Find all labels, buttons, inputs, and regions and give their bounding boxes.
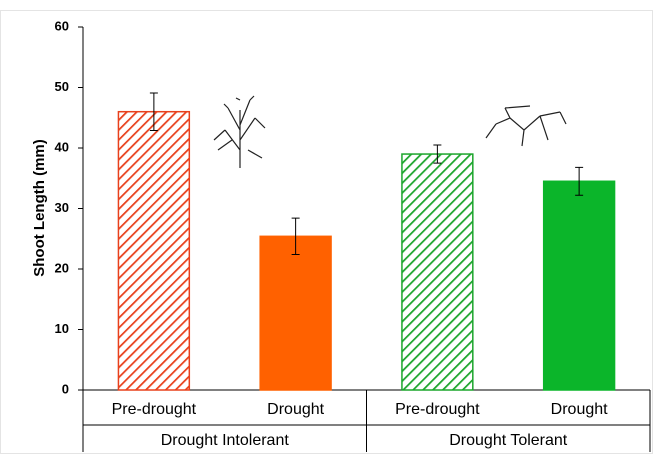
- x-tick-label: Pre-drought: [112, 401, 197, 418]
- y-tick-label: 60: [55, 18, 69, 33]
- bar: [117, 110, 191, 391]
- y-tick-label: 0: [62, 381, 69, 396]
- y-tick-label: 20: [55, 260, 69, 275]
- x-tick-label: Drought: [551, 401, 608, 418]
- y-tick-label: 30: [55, 200, 69, 215]
- bar: [542, 180, 616, 391]
- x-tick-label: Drought: [267, 401, 324, 418]
- x-tick-label: Pre-drought: [395, 401, 480, 418]
- y-tick-label: 50: [55, 79, 69, 94]
- error-bar: [575, 166, 584, 196]
- error-bar: [149, 92, 158, 131]
- group-label: Drought Intolerant: [161, 432, 290, 449]
- bar: [259, 235, 332, 391]
- tree-icon: [213, 95, 266, 168]
- tree-icon: [485, 105, 567, 147]
- error-bar: [291, 217, 300, 255]
- y-tick-label: 40: [55, 139, 69, 154]
- y-axis-label: Shoot Length (mm): [31, 139, 48, 276]
- bar: [401, 153, 474, 391]
- group-label: Drought Tolerant: [449, 432, 568, 449]
- error-bar: [433, 144, 442, 164]
- y-tick-label: 10: [55, 321, 69, 336]
